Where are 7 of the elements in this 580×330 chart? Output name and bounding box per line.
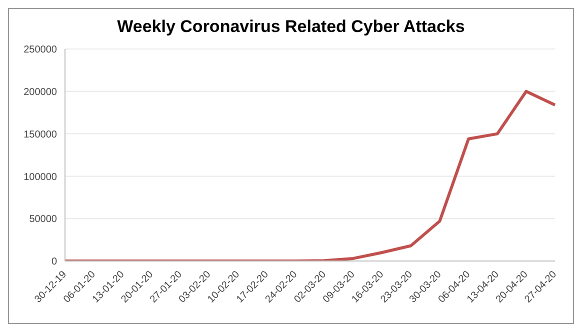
chart-title: Weekly Coronavirus Related Cyber Attacks xyxy=(116,17,466,37)
y-tick-label: 100000 xyxy=(24,172,58,183)
y-tick-label: 0 xyxy=(51,256,58,268)
y-tick-label: 250000 xyxy=(24,44,58,56)
y-tick-label: 150000 xyxy=(24,129,58,140)
y-tick-label: 50000 xyxy=(29,214,58,226)
y-tick-label: 200000 xyxy=(24,86,58,98)
